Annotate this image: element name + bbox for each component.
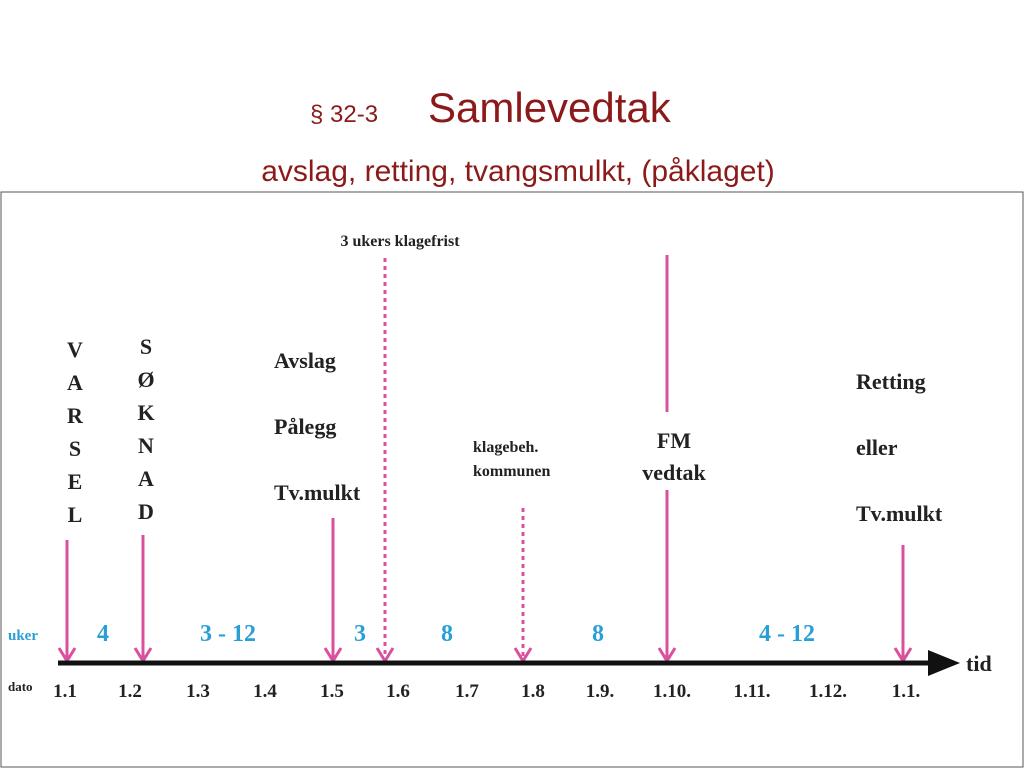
- letter: A: [138, 466, 154, 491]
- letter: Ø: [137, 367, 154, 392]
- date: 1.10.: [653, 681, 691, 702]
- date: 1.7: [455, 681, 479, 702]
- deadline-label: 3 ukers klagefrist: [340, 233, 460, 250]
- date: 1.3: [186, 681, 210, 702]
- weeks-value: 3 - 12: [200, 621, 256, 647]
- date: 1.11.: [734, 681, 771, 702]
- decision-text: Avslag: [274, 348, 336, 373]
- decision-text: Tv.mulkt: [274, 480, 361, 505]
- letter: S: [69, 436, 81, 461]
- diagram-frame: [0, 191, 1024, 768]
- letter: A: [67, 370, 83, 395]
- outcome-text: Tv.mulkt: [856, 501, 943, 526]
- letter: V: [67, 337, 83, 362]
- weeks-label: uker: [8, 628, 38, 644]
- weeks-value: 8: [592, 621, 604, 647]
- weeks-value: 4 - 12: [759, 621, 815, 647]
- fm-text: FM: [657, 428, 691, 453]
- date: 1.8: [521, 681, 545, 702]
- appeal-text: kommunen: [473, 463, 550, 480]
- outcome-text: Retting: [856, 369, 926, 394]
- arrow: [657, 255, 677, 664]
- letter: D: [138, 499, 154, 524]
- letter: L: [68, 502, 83, 527]
- letter: S: [140, 334, 152, 359]
- letter: K: [137, 400, 154, 425]
- title: Samlevedtak: [428, 84, 672, 131]
- fm-text: vedtak: [642, 460, 706, 485]
- date: 1.9.: [586, 681, 615, 702]
- letter: R: [67, 403, 84, 428]
- date: 1.2: [118, 681, 142, 702]
- date: 1.4: [253, 681, 277, 702]
- arrow: [323, 518, 343, 664]
- arrow: [893, 545, 913, 664]
- letter: E: [68, 469, 83, 494]
- section: § 32-3: [310, 101, 378, 128]
- date: 1.1: [53, 681, 77, 702]
- subtitle: avslag, retting, tvangsmulkt, (påklaget): [261, 155, 775, 188]
- date: 1.5: [320, 681, 344, 702]
- arrows: [57, 255, 913, 664]
- arrow: [133, 535, 153, 664]
- axis-arrowhead: [928, 650, 960, 676]
- decision-text: Pålegg: [274, 414, 336, 439]
- date-label: dato: [8, 679, 33, 694]
- date: 1.6: [386, 681, 410, 702]
- weeks-value: 8: [441, 621, 453, 647]
- date: 1.1.: [892, 681, 921, 702]
- date: 1.12.: [809, 681, 847, 702]
- weeks-value: 3: [354, 621, 366, 647]
- arrow: [57, 540, 77, 664]
- outcome-text: eller: [856, 435, 898, 460]
- time-label: tid: [966, 651, 992, 676]
- letter: N: [138, 433, 154, 458]
- appeal-text: klagebeh.: [473, 439, 538, 456]
- arrow-head: [375, 647, 395, 664]
- weeks-value: 4: [97, 621, 109, 647]
